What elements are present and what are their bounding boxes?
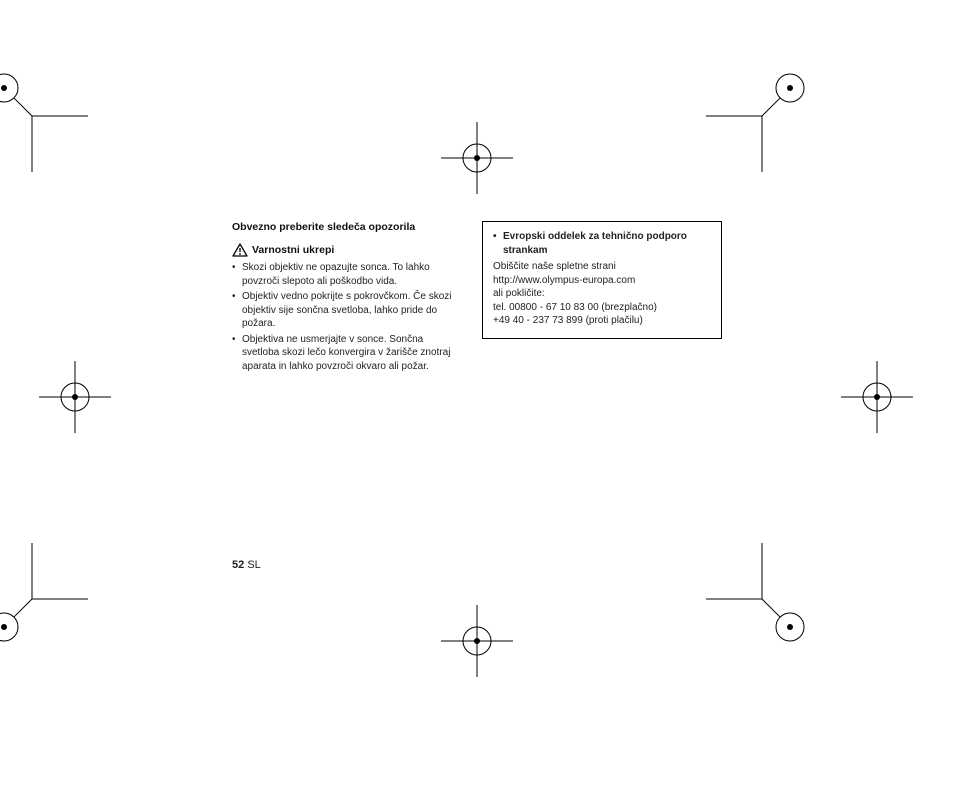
left-column: Obvezno preberite sledeča opozorila Varn… (232, 221, 462, 375)
support-line: tel. 00800 - 67 10 83 00 (brezplačno) (493, 301, 711, 315)
support-line: http://www.olympus-europa.com (493, 274, 711, 288)
left-subheading: Varnostni ukrepi (252, 244, 334, 256)
content-columns: Obvezno preberite sledeča opozorila Varn… (232, 221, 722, 375)
support-line: Obiščite naše spletne strani (493, 260, 711, 274)
regmark-corner-bl (0, 519, 112, 679)
page-number: 52 SL (232, 559, 261, 571)
regmark-target-left (25, 347, 125, 447)
support-line: +49 40 - 237 73 899 (proti plačilu) (493, 314, 711, 328)
left-heading: Obvezno preberite sledeča opozorila (232, 221, 462, 233)
regmark-corner-tr (682, 36, 842, 196)
regmark-corner-br (682, 519, 842, 679)
page-number-value: 52 (232, 559, 244, 571)
regmark-target-top (427, 108, 527, 208)
warning-icon (232, 243, 248, 257)
support-line: ali pokličite: (493, 287, 711, 301)
regmark-corner-tl (0, 36, 112, 196)
support-box: Evropski oddelek za tehnično podporo str… (482, 221, 722, 339)
support-title: Evropski oddelek za tehnično podporo str… (493, 230, 711, 257)
bullet-item: Objektiv vedno pokrijte s pokrovčkom. Če… (232, 290, 462, 331)
bullet-item: Skozi objektiv ne opazujte sonca. To lah… (232, 261, 462, 288)
bullet-item: Objektiva ne usmerjajte v sonce. Sončna … (232, 333, 462, 374)
right-column: Evropski oddelek za tehnično podporo str… (482, 221, 722, 375)
regmark-target-right (827, 347, 927, 447)
regmark-target-bottom (427, 591, 527, 691)
safety-bullet-list: Skozi objektiv ne opazujte sonca. To lah… (232, 261, 462, 373)
subheading-row: Varnostni ukrepi (232, 243, 462, 257)
page-lang: SL (247, 559, 260, 571)
